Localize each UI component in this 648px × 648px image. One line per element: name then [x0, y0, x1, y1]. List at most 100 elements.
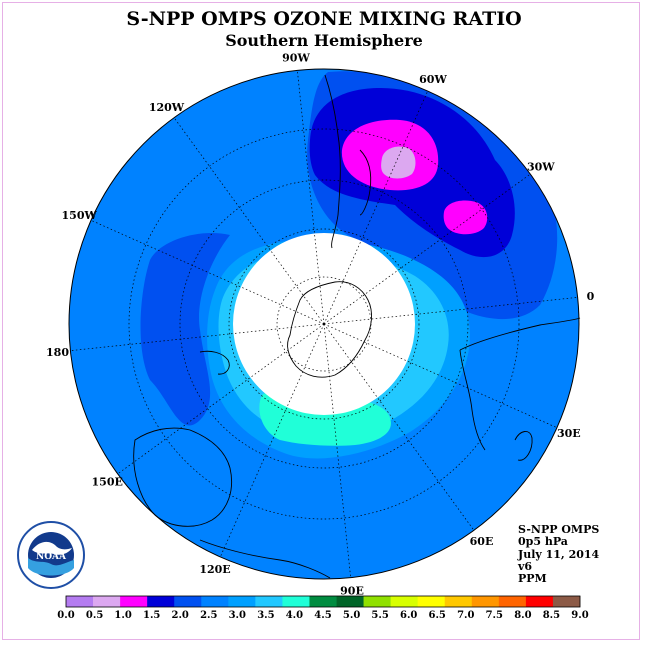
- meridian-label-30w: 30W: [527, 161, 555, 174]
- logo-wave: [28, 558, 74, 576]
- colorbar-swatch: [471, 596, 500, 607]
- meridian-line: [323, 323, 558, 429]
- colorbar-tick-label: 0.0: [57, 610, 74, 621]
- colorbar-tick-label: 7.0: [457, 610, 474, 621]
- indonesia-coast: [199, 539, 331, 579]
- meridian-lines: [70, 70, 578, 578]
- colorbar-swatch: [390, 596, 418, 607]
- meridian-label-30e: 30E: [557, 427, 581, 440]
- meridian-line: [117, 323, 325, 475]
- colorbar-swatch: [174, 596, 202, 607]
- colorbar-swatch: [255, 596, 283, 607]
- colorbar-tick-label: 5.0: [343, 610, 360, 621]
- meridian-line: [296, 70, 325, 325]
- meridian-label-60e: 60E: [470, 535, 494, 548]
- new-zealand-coast: [199, 350, 230, 375]
- meridian-label-150e: 150E: [92, 476, 123, 489]
- colorbar-tick-label: 2.0: [171, 610, 188, 621]
- colorbar-swatch: [525, 596, 554, 607]
- madagascar-coast: [514, 431, 533, 461]
- australia-coast: [133, 427, 232, 527]
- ozone-band-0-5: [381, 146, 416, 179]
- meridian-line: [323, 90, 429, 325]
- latitude-circle-30s: [128, 128, 520, 520]
- meridian-line: [323, 323, 475, 531]
- map-boundary: [68, 68, 580, 580]
- info-instrument: S-NPP OMPS: [518, 523, 600, 536]
- colorbar-tick-label: 5.5: [371, 610, 388, 621]
- colorbar-swatch: [417, 596, 446, 607]
- meridian-line: [173, 117, 325, 325]
- meridian-line: [90, 219, 325, 325]
- colorbar-tick-label: 6.0: [400, 610, 417, 621]
- colorbar-tick-label: 6.5: [428, 610, 445, 621]
- colorbar-swatch: [66, 596, 94, 607]
- noaa-logo: NOAA: [17, 521, 85, 589]
- meridian-label-0: 0: [587, 290, 595, 303]
- colorbar-swatch: [93, 596, 121, 607]
- colorbar-swatch: [552, 596, 581, 607]
- colorbar-tick-label: 7.5: [486, 610, 503, 621]
- product-info: S-NPP OMPS 0p5 hPa July 11, 2014 v6 PPM: [518, 523, 600, 586]
- colorbar-tick-label: 4.0: [286, 610, 303, 621]
- map-title: S-NPP OMPS OZONE MIXING RATIO: [126, 8, 522, 30]
- map-subtitle: Southern Hemisphere: [225, 31, 423, 50]
- colorbar-tick-label: 3.5: [257, 610, 274, 621]
- info-version: v6: [518, 559, 533, 573]
- meridian-label-150w: 150W: [62, 209, 98, 222]
- coastlines: [133, 74, 581, 579]
- colorbar-outline: [65, 595, 581, 608]
- colorbar-swatch: [201, 596, 229, 607]
- ozone-field: [69, 69, 579, 579]
- meridian-line: [323, 296, 578, 325]
- colorbar-swatch: [363, 596, 391, 607]
- meridian-label-180: 180: [46, 346, 69, 359]
- logo-bird: [32, 541, 72, 555]
- colorbar-swatch: [147, 596, 175, 607]
- africa-coast: [459, 317, 581, 351]
- ozone-band-1-0-b: [443, 200, 488, 235]
- south-america-coast: [324, 74, 341, 249]
- meridian-label-90w: 90W: [282, 52, 310, 65]
- colorbar: 0.0 0.5 1.0 1.5 2.0 2.5 3.0 3.5 4.0 4.5 5.0 5.5 6.0 6…: [57, 595, 589, 621]
- colorbar-swatch: [444, 596, 473, 607]
- latitude-circle-60s: [228, 228, 420, 420]
- meridian-label-120w: 120W: [149, 101, 185, 114]
- meridian-line: [323, 323, 352, 578]
- south-america-east-coast: [359, 149, 372, 216]
- ozone-band-2-0-west: [140, 232, 230, 426]
- colorbar-tick-label: 8.5: [543, 610, 560, 621]
- meridian-line: [219, 323, 325, 558]
- meridian-label-120e: 120E: [199, 563, 230, 576]
- info-date: July 11, 2014: [518, 547, 600, 561]
- colorbar-swatch: [336, 596, 364, 607]
- colorbar-tick-label: 4.5: [314, 610, 331, 621]
- info-units: PPM: [518, 572, 547, 586]
- africa-coast-2: [459, 349, 486, 451]
- colorbar-tick-label: 0.5: [86, 610, 103, 621]
- colorbar-tick-label: 1.0: [114, 610, 131, 621]
- colorbar-swatch: [498, 596, 527, 607]
- colorbar-swatch: [120, 596, 148, 607]
- latitude-circle-45s: [179, 179, 469, 469]
- antarctica-coast: [287, 281, 372, 378]
- logo-text: NOAA: [36, 552, 67, 562]
- colorbar-swatch: [309, 596, 337, 607]
- figure-frame: [2, 2, 640, 640]
- meridian-label-60w: 60W: [419, 73, 447, 86]
- graticule: [70, 70, 578, 578]
- colorbar-tick-label: 3.0: [229, 610, 246, 621]
- meridian-labels: 0 30E 60E 90E 120E 150E 180 150W 120W 90W 60W 30W: [46, 52, 595, 598]
- meridian-label-90e: 90E: [340, 585, 364, 598]
- colorbar-tick-label: 8.0: [514, 610, 531, 621]
- meridian-line: [323, 173, 531, 325]
- colorbar-tick-label: 9.0: [571, 610, 588, 621]
- meridian-line: [70, 323, 325, 352]
- colorbar-swatch: [282, 596, 310, 607]
- latitude-circle-75s: [276, 276, 372, 372]
- colorbar-tick-label: 1.5: [143, 610, 160, 621]
- colorbar-swatch: [228, 596, 256, 607]
- info-level: 0p5 hPa: [518, 535, 568, 549]
- colorbar-tick-label: 2.5: [200, 610, 217, 621]
